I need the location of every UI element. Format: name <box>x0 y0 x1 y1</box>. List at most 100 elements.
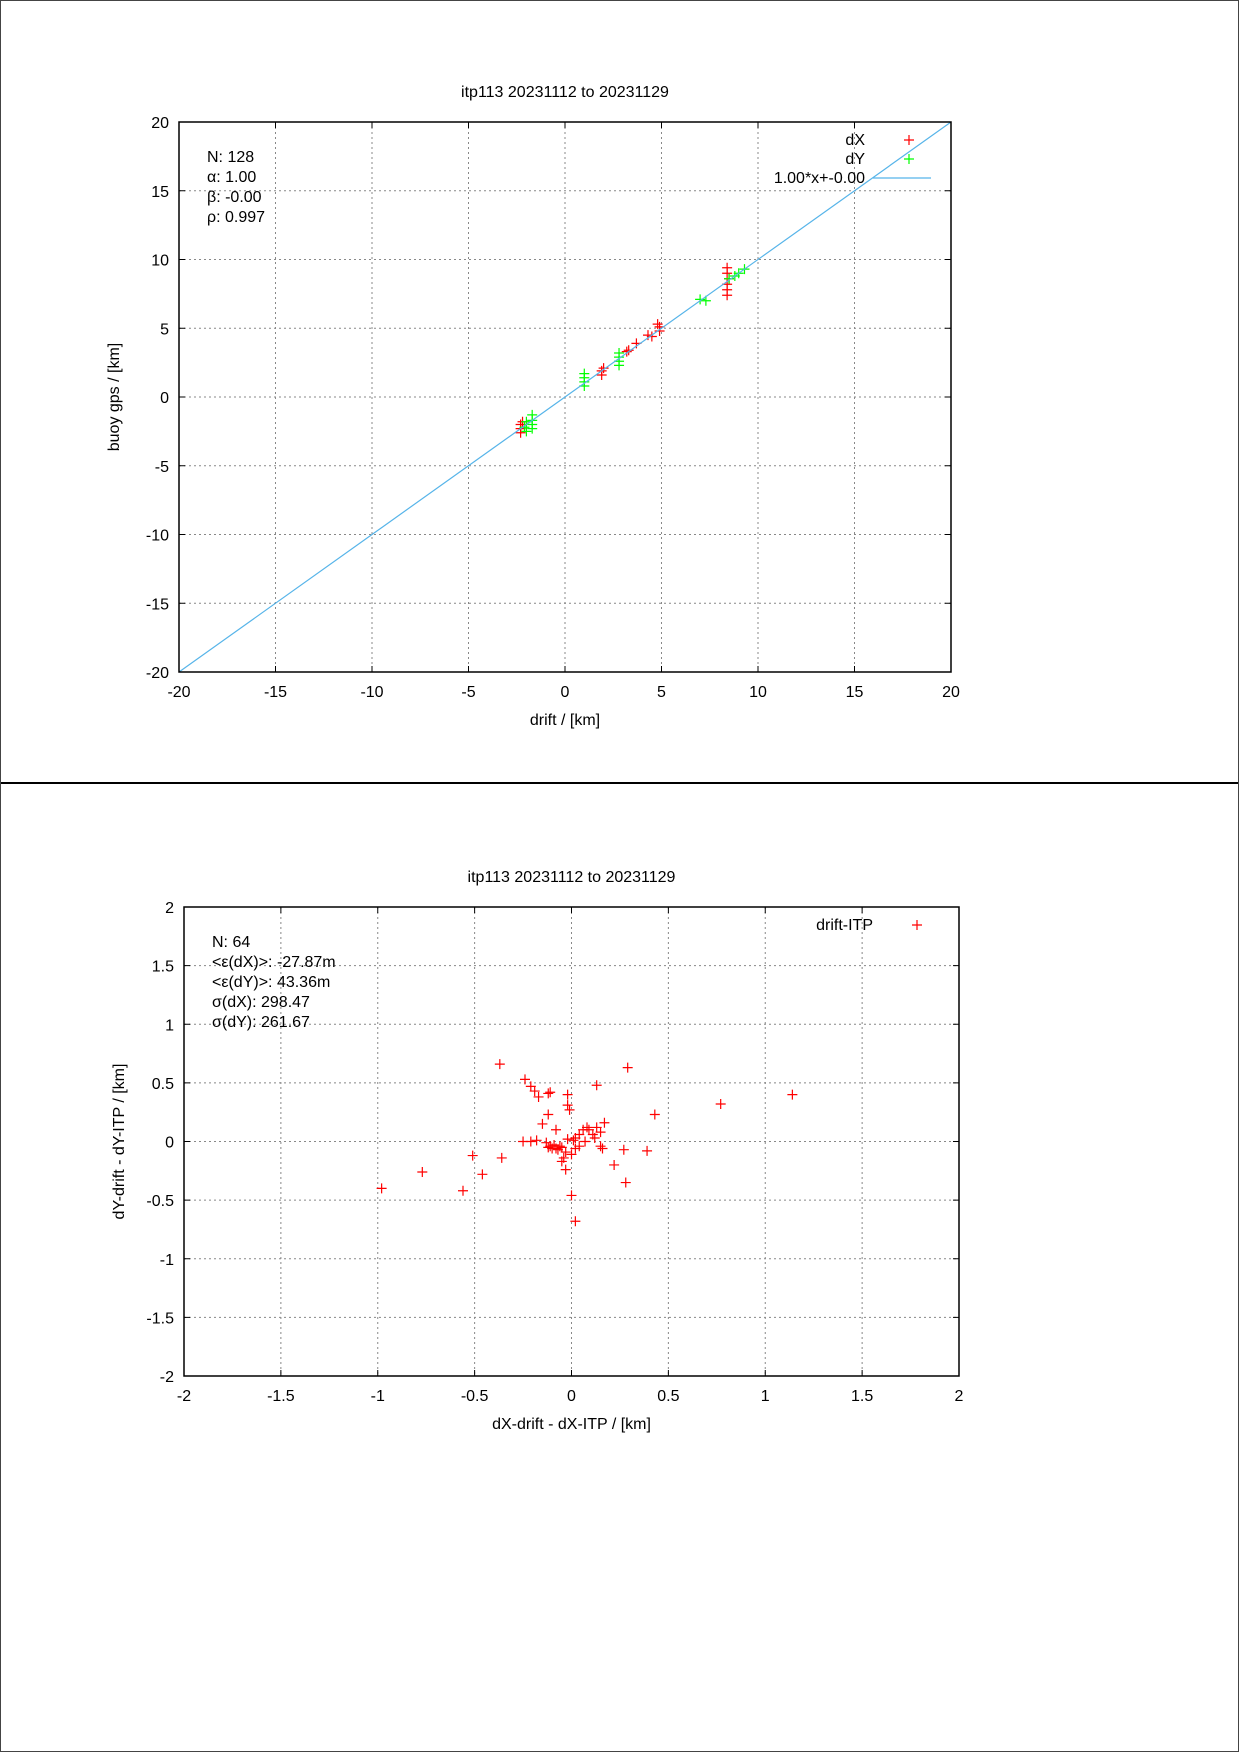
y-axis-label: dY-drift - dY-ITP / [km] <box>111 1064 128 1220</box>
data-point-drift-ITP <box>543 1109 554 1120</box>
y-tick-label: -0.5 <box>146 1193 174 1210</box>
data-point-drift-ITP <box>642 1145 653 1156</box>
x-tick-label: -15 <box>264 684 287 701</box>
data-point-drift-ITP <box>566 1190 577 1201</box>
y-tick-label: -2 <box>160 1369 174 1386</box>
y-tick-label: -15 <box>146 596 169 613</box>
data-point-drift-ITP <box>570 1216 581 1227</box>
stats-text: <ε(dX)>: -27.87m <box>212 954 336 971</box>
data-point-drift-ITP <box>552 1144 563 1155</box>
data-point-drift-ITP <box>649 1109 660 1120</box>
y-tick-label: 20 <box>151 115 169 132</box>
data-point-dY <box>695 294 706 305</box>
data-point-drift-ITP <box>560 1164 571 1175</box>
legend-marker <box>912 920 922 930</box>
y-tick-label: 1 <box>165 1017 174 1034</box>
y-tick-label: 10 <box>151 253 169 270</box>
data-point-dY <box>724 273 735 284</box>
data-point-dY <box>519 422 530 433</box>
data-point-dX <box>515 427 526 438</box>
x-tick-label: -0.5 <box>461 1388 489 1405</box>
data-point-drift-ITP <box>494 1059 505 1070</box>
x-tick-label: -2 <box>177 1388 191 1405</box>
x-tick-label: 0 <box>561 684 570 701</box>
x-axis-label: drift / [km] <box>530 712 600 729</box>
fit-line <box>178 121 952 673</box>
data-point-drift-ITP <box>574 1141 585 1152</box>
chart-2: itp113 20231112 to 20231129 -2 -1.5 -1 -0.5 0… <box>111 869 964 1433</box>
x-tick-label: 0 <box>567 1388 576 1405</box>
y-tick-label: -1 <box>160 1252 174 1269</box>
data-point-drift-ITP <box>376 1183 387 1194</box>
stats-text: N: 64 <box>212 934 250 951</box>
x-tick-label: 20 <box>942 684 960 701</box>
data-point-drift-ITP <box>595 1141 606 1152</box>
data-point-dX <box>646 331 657 342</box>
data-point-dY <box>527 423 538 434</box>
data-point-drift-ITP <box>529 1086 540 1097</box>
data-point-dY <box>579 368 590 379</box>
y-tick-label: 0 <box>160 390 169 407</box>
y-tick-label: 1.5 <box>152 959 174 976</box>
y-tick-label: 0 <box>165 1135 174 1152</box>
x-tick-label: 1.5 <box>851 1388 873 1405</box>
data-point-drift-ITP <box>589 1132 600 1143</box>
data-point-drift-ITP <box>545 1087 556 1098</box>
data-point-drift-ITP <box>580 1136 591 1147</box>
data-point-dX <box>598 363 609 374</box>
data-point-drift-ITP <box>562 1100 573 1111</box>
y-tick-label: 2 <box>165 900 174 917</box>
plot-frame <box>178 121 952 673</box>
x-tick-label: 10 <box>749 684 767 701</box>
data-point-dX <box>623 345 634 356</box>
y-tick-label: -20 <box>146 665 169 682</box>
data-point-drift-ITP <box>595 1127 606 1138</box>
x-tick-label: -1 <box>371 1388 385 1405</box>
legend-marker <box>904 154 914 164</box>
data-point-drift-ITP <box>618 1144 629 1155</box>
x-tick-label: -20 <box>167 684 190 701</box>
x-tick-label: -5 <box>461 684 475 701</box>
stats-text: σ(dX): 298.47 <box>212 994 310 1011</box>
data-point-drift-ITP <box>562 1089 573 1100</box>
data-point-dX <box>722 262 733 273</box>
legend-label: dX <box>845 132 865 149</box>
data-point-drift-ITP <box>564 1104 575 1115</box>
data-point-drift-ITP <box>570 1132 581 1143</box>
data-point-dX <box>621 346 632 357</box>
y-axis-label: buoy gps / [km] <box>106 343 123 452</box>
x-tick-label: 2 <box>955 1388 964 1405</box>
data-point-drift-ITP <box>556 1156 567 1167</box>
data-point-drift-ITP <box>477 1169 488 1180</box>
data-point-drift-ITP <box>715 1098 726 1109</box>
data-point-drift-ITP <box>458 1185 468 1196</box>
data-point-drift-ITP <box>520 1074 530 1085</box>
data-point-drift-ITP <box>496 1152 507 1163</box>
stats-text: σ(dY): 261.67 <box>212 1014 310 1031</box>
y-tick-label: -5 <box>155 459 169 476</box>
x-tick-label: -10 <box>360 684 383 701</box>
stats-text: β: -0.00 <box>207 189 262 206</box>
plot-frame <box>183 906 960 1377</box>
legend-marker <box>904 135 914 145</box>
data-point-drift-ITP <box>417 1166 428 1177</box>
y-tick-label: 5 <box>160 321 169 338</box>
data-point-dY <box>614 348 625 358</box>
x-tick-label: 1 <box>761 1388 770 1405</box>
y-tick-label: 0.5 <box>152 1076 174 1093</box>
data-point-drift-ITP <box>566 1149 577 1160</box>
x-tick-label: 5 <box>657 684 666 701</box>
data-point-drift-ITP <box>599 1117 610 1128</box>
y-tick-label: -1.5 <box>146 1310 174 1327</box>
data-point-dX <box>652 319 663 330</box>
x-tick-label: 15 <box>846 684 864 701</box>
data-point-drift-ITP <box>531 1135 542 1146</box>
y-tick-label: 15 <box>151 184 169 201</box>
data-point-drift-ITP <box>467 1150 478 1161</box>
data-point-drift-ITP <box>620 1177 631 1188</box>
x-axis-label: dX-drift - dX-ITP / [km] <box>492 1416 651 1433</box>
data-point-drift-ITP <box>543 1088 554 1099</box>
stats-text: α: 1.00 <box>207 169 256 186</box>
chart-title: itp113 20231112 to 20231129 <box>468 869 676 886</box>
